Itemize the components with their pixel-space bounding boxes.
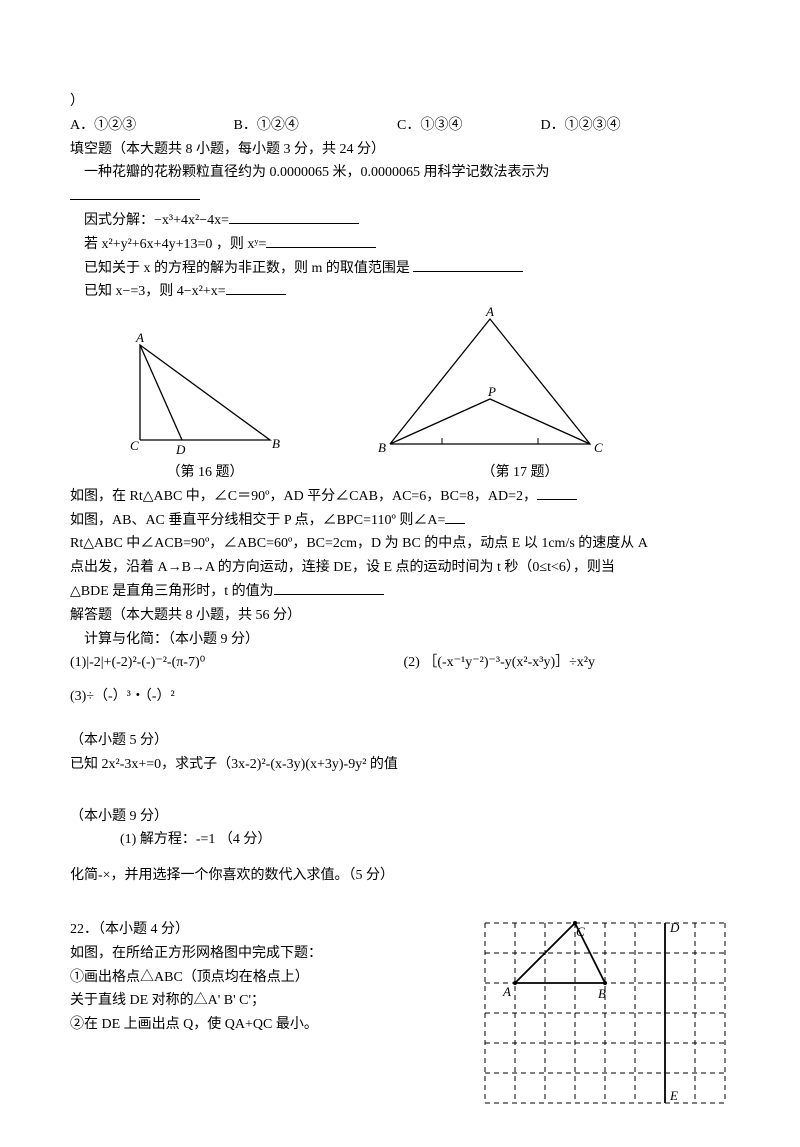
opt-b: B．①②④ xyxy=(234,114,394,138)
fig17-label-p: P xyxy=(487,384,496,399)
grid-label-d: D xyxy=(669,920,680,935)
grid-label-e: E xyxy=(669,1088,678,1103)
grid-label-b: B xyxy=(598,986,606,1001)
blank-m xyxy=(413,257,523,272)
q22-line4: ②在 DE 上画出点 Q，使 QA+QC 最小。 xyxy=(70,1013,470,1037)
fig17-label-a: A xyxy=(485,304,494,319)
q22-line1: 如图，在所给正方形网格图中完成下题： xyxy=(70,942,470,966)
fig16-label-a: A xyxy=(135,330,144,345)
q-flower: 一种花瓣的花粉颗粒直径约为 0.0000065 米，0.0000065 用科学记… xyxy=(70,161,730,185)
fig17-label-b: B xyxy=(378,440,386,455)
sub5-q: 已知 2x²-3x+=0，求式子（3x-2)²-(x-3y)(x+3y)-9y²… xyxy=(70,753,730,777)
q22-block: 22．（本小题 4 分） 如图，在所给正方形网格图中完成下题： ①画出格点△AB… xyxy=(70,918,730,1117)
solve-section-heading: 解答题（本大题共 8 小题，共 56 分） xyxy=(70,604,730,628)
figure-17: A B C P （第 17 题） xyxy=(360,304,620,485)
q-factor: 因式分解：−x³+4x²−4x= xyxy=(70,209,730,233)
sub9-eq: (1) 解方程：-=1 （4 分） xyxy=(70,828,730,852)
q22-heading: 22．（本小题 4 分） xyxy=(70,918,470,942)
blank-bpc xyxy=(445,509,465,524)
q22-line2: ①画出格点△ABC（顶点均在格点上） xyxy=(70,966,470,990)
fill-section-heading: 填空题（本大题共 8 小题，每小题 3 分，共 24 分） xyxy=(70,138,730,162)
q-bde-line3: △BDE 是直角三角形时，t 的值为 xyxy=(70,580,730,604)
mc-options: A．①②③ B．①②④ C．①③④ D．①②③④ xyxy=(70,114,730,138)
opt-d: D．①②③④ xyxy=(541,114,621,138)
fig16-label-c: C xyxy=(130,438,139,453)
q-bde-line2: 点出发，沿着 A→B→A 的方向运动，连接 DE，设 E 点的运动时间为 t 秒… xyxy=(70,556,730,580)
q-bde-line1: Rt△ABC 中∠ACB=90º，∠ABC=60º，BC=2cm，D 为 BC … xyxy=(70,532,730,556)
q22-line3: 关于直线 DE 对称的△A' B' C'； xyxy=(70,989,470,1013)
opt-a: A．①②③ xyxy=(70,114,230,138)
calc-row: (1)|-2|+(-2)²-(-)⁻²-(π-7)⁰ (2) ［(-x⁻¹y⁻²… xyxy=(70,651,730,675)
figure-grid: A B C D E xyxy=(480,918,730,1117)
calc3: (3)÷（-）³・（-）² xyxy=(70,685,730,709)
calc-title: 计算与化简：（本小题 9 分） xyxy=(70,628,730,652)
blank-flower xyxy=(70,185,200,200)
figure-16: A B C D （第 16 题） xyxy=(110,330,300,485)
calc1: (1)|-2|+(-2)²-(-)⁻²-(π-7)⁰ xyxy=(70,651,400,675)
fig16-label-d: D xyxy=(175,442,186,457)
closing-paren: ） xyxy=(70,90,730,114)
blank-xy xyxy=(266,233,376,248)
blank-factor xyxy=(229,209,359,224)
q-m: 已知关于 x 的方程的解为非正数，则 m 的取值范围是 xyxy=(70,257,730,281)
q-rt-abc: 如图，在 Rt△ABC 中，∠C＝90º，AD 平分∠CAB，AC=6，BC=8… xyxy=(70,485,730,509)
grid-label-c: C xyxy=(576,924,585,939)
fig17-label-c: C xyxy=(594,440,603,455)
sub9-heading: （本小题 9 分） xyxy=(70,805,730,829)
fig17-caption: （第 17 题） xyxy=(420,461,620,485)
figure-row: A B C D （第 16 题） A B C P （第 17 题） xyxy=(70,304,730,485)
fig16-caption: （第 16 题） xyxy=(110,461,300,485)
sub5-heading: （本小题 5 分） xyxy=(70,729,730,753)
calc2: (2) ［(-x⁻¹y⁻²)⁻³-y(x²-x³y)］÷x²y xyxy=(404,655,596,670)
grid-label-a: A xyxy=(502,984,511,999)
q-xminus: 已知 x−=3，则 4−x²+x= xyxy=(70,280,730,304)
blank-xminus xyxy=(226,280,286,295)
opt-c: C．①③④ xyxy=(397,114,537,138)
blank-bde xyxy=(274,580,384,595)
fig16-label-b: B xyxy=(272,436,280,451)
blank-rtabc xyxy=(537,485,577,500)
simplify-q: 化简-×，并用选择一个你喜欢的数代入求值。（5 分） xyxy=(70,864,730,888)
q-bpc: 如图，AB、AC 垂直平分线相交于 P 点，∠BPC=110º 则∠A= xyxy=(70,509,730,533)
q-xy: 若 x²+y²+6x+4y+13=0 ，则 xʸ= xyxy=(70,233,730,257)
